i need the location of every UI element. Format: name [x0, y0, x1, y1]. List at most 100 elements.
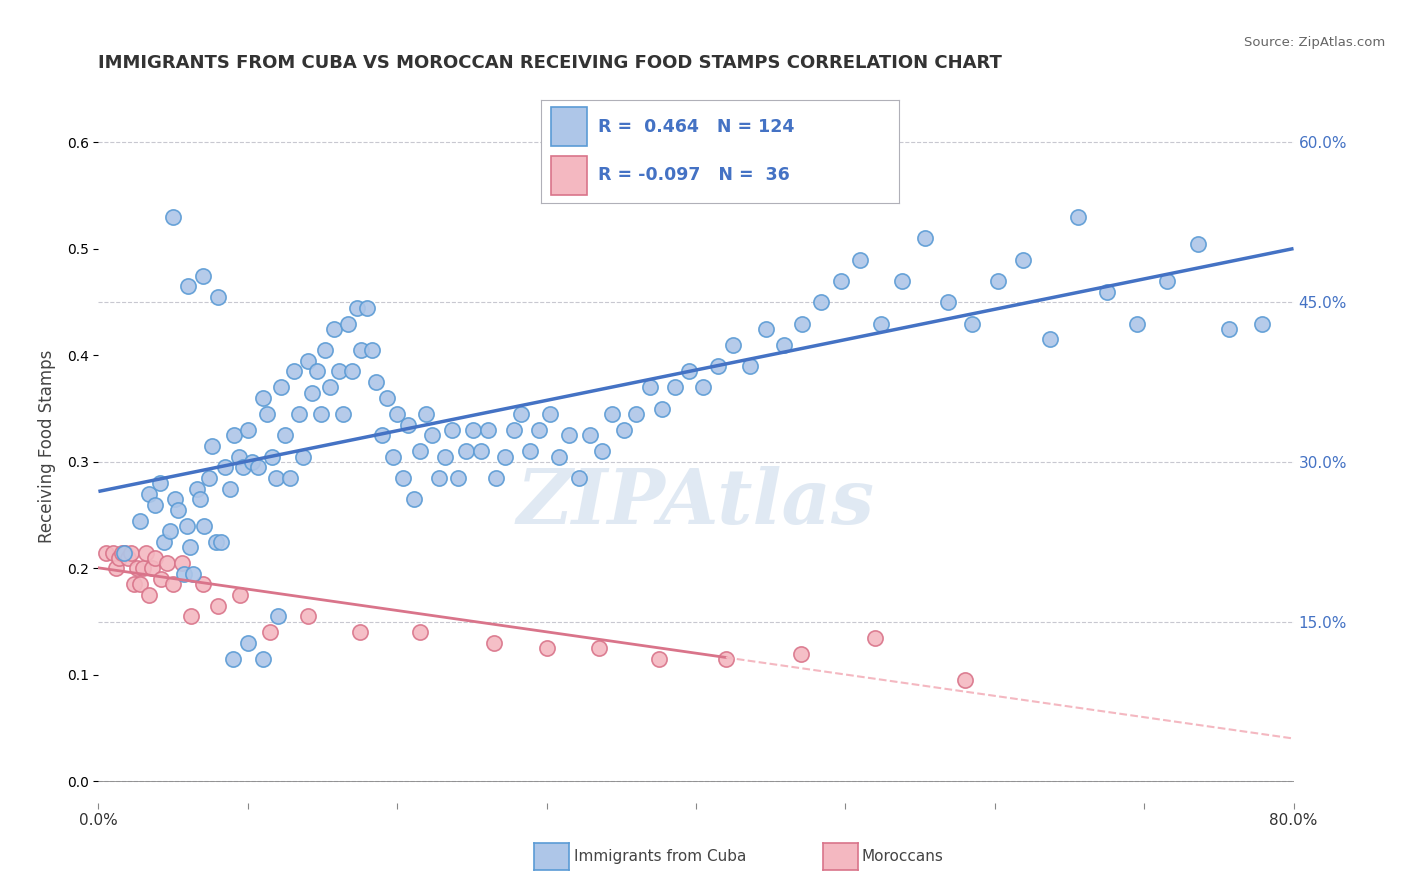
- Point: [651, 401, 673, 416]
- Point: [485, 471, 508, 485]
- Point: [108, 550, 131, 565]
- Point: [232, 460, 254, 475]
- Text: Moroccans: Moroccans: [862, 849, 943, 863]
- Point: [162, 210, 184, 224]
- Point: [441, 423, 464, 437]
- Point: [305, 364, 328, 378]
- Point: [256, 407, 278, 421]
- Point: [138, 487, 160, 501]
- Point: [143, 498, 166, 512]
- Point: [114, 545, 136, 559]
- Point: [103, 545, 125, 559]
- Point: [191, 268, 214, 283]
- Point: [579, 428, 602, 442]
- Point: [1218, 322, 1240, 336]
- Point: [135, 545, 157, 559]
- Point: [172, 556, 194, 570]
- Point: [1156, 274, 1178, 288]
- Point: [510, 407, 533, 421]
- Point: [349, 625, 371, 640]
- Point: [141, 561, 163, 575]
- Point: [789, 647, 811, 661]
- Point: [502, 423, 524, 437]
- Point: [132, 561, 155, 575]
- Point: [454, 444, 477, 458]
- Point: [252, 652, 274, 666]
- Point: [463, 423, 485, 437]
- Point: [201, 439, 224, 453]
- Point: [962, 317, 984, 331]
- Point: [381, 450, 404, 464]
- Point: [830, 274, 852, 288]
- Point: [173, 566, 195, 581]
- Point: [264, 471, 287, 485]
- Point: [181, 566, 204, 581]
- Point: [664, 380, 686, 394]
- Point: [477, 423, 499, 437]
- Point: [150, 572, 173, 586]
- Point: [222, 652, 245, 666]
- Point: [209, 534, 232, 549]
- Point: [613, 423, 636, 437]
- Point: [371, 428, 394, 442]
- Point: [252, 391, 274, 405]
- Point: [267, 609, 290, 624]
- Point: [870, 317, 893, 331]
- Text: Source: ZipAtlas.com: Source: ZipAtlas.com: [1244, 36, 1385, 49]
- Point: [149, 476, 172, 491]
- Point: [112, 545, 135, 559]
- Point: [558, 428, 581, 442]
- Point: [519, 444, 541, 458]
- Point: [849, 252, 872, 267]
- Point: [427, 471, 450, 485]
- Point: [315, 343, 337, 358]
- Point: [626, 407, 648, 421]
- Point: [186, 482, 208, 496]
- Point: [153, 534, 176, 549]
- Point: [198, 471, 221, 485]
- Point: [723, 338, 745, 352]
- Point: [138, 588, 160, 602]
- Point: [1251, 317, 1274, 331]
- Point: [259, 625, 281, 640]
- Point: [375, 391, 398, 405]
- Point: [470, 444, 492, 458]
- Point: [385, 407, 409, 421]
- Point: [647, 652, 669, 666]
- Point: [117, 550, 139, 565]
- Point: [111, 545, 134, 559]
- Point: [214, 460, 236, 475]
- Text: Immigrants from Cuba: Immigrants from Cuba: [574, 849, 747, 863]
- Text: ZIPAtlas: ZIPAtlas: [517, 467, 875, 540]
- Point: [297, 609, 319, 624]
- Point: [547, 450, 569, 464]
- Point: [309, 407, 332, 421]
- Point: [420, 428, 443, 442]
- Point: [536, 641, 558, 656]
- Point: [1067, 210, 1090, 224]
- Point: [638, 380, 661, 394]
- Point: [953, 673, 976, 688]
- Point: [938, 295, 960, 310]
- Point: [176, 519, 198, 533]
- Point: [1095, 285, 1118, 299]
- Text: IMMIGRANTS FROM CUBA VS MOROCCAN RECEIVING FOOD STAMPS CORRELATION CHART: IMMIGRANTS FROM CUBA VS MOROCCAN RECEIVI…: [98, 54, 1002, 72]
- Point: [177, 279, 200, 293]
- Point: [346, 301, 368, 315]
- Point: [332, 407, 354, 421]
- Point: [129, 577, 152, 591]
- Point: [120, 545, 142, 559]
- Point: [179, 540, 201, 554]
- Point: [240, 455, 263, 469]
- Point: [434, 450, 457, 464]
- Point: [707, 359, 730, 373]
- Point: [342, 364, 364, 378]
- Point: [360, 343, 382, 358]
- Point: [180, 609, 202, 624]
- Point: [156, 556, 179, 570]
- Point: [755, 322, 778, 336]
- Point: [773, 338, 796, 352]
- Point: [270, 380, 292, 394]
- Point: [193, 519, 215, 533]
- Point: [392, 471, 415, 485]
